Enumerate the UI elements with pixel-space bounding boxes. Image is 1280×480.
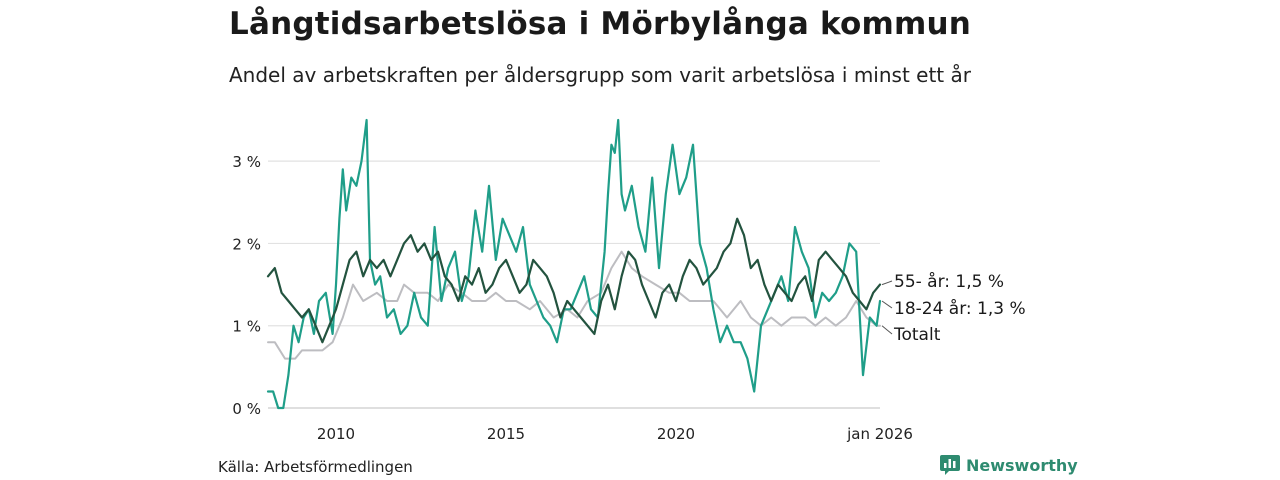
series-line-55-r: [266, 217, 882, 344]
series-line-totalt: [267, 250, 881, 360]
chart-title: Långtidsarbetslösa i Mörbylånga kommun: [229, 6, 971, 42]
grid-layer: 0 % 1 % 2 % 3 % 2010 2015 2020 jan 2026: [232, 153, 912, 443]
x-tick-label: 2020: [657, 425, 695, 443]
series-end-label: 18-24 år: 1,3 %: [894, 298, 1026, 319]
brand-logo: Newsworthy: [940, 455, 1078, 475]
line-chart: 0 % 1 % 2 % 3 % 2010 2015 2020 jan 2026 55- år:…: [232, 118, 1026, 443]
x-tick-label: jan 2026: [846, 425, 913, 443]
newsworthy-logo-icon: [940, 455, 960, 475]
brand-name: Newsworthy: [966, 455, 1078, 475]
series-end-label: 55- år: 1,5 %: [894, 271, 1004, 292]
y-tick-label: 3 %: [232, 153, 261, 171]
y-tick-label: 1 %: [232, 318, 261, 336]
chart-subtitle: Andel av arbetskraften per åldersgrupp s…: [229, 63, 971, 87]
series-label-leader: [881, 325, 893, 335]
series-label-leader: [881, 280, 893, 286]
x-tick-label: 2015: [487, 425, 525, 443]
series-label-leader: [881, 300, 893, 309]
series-end-label: Totalt: [893, 325, 941, 345]
y-tick-label: 0 %: [232, 400, 261, 418]
y-tick-label: 2 %: [232, 235, 261, 253]
label-layer: 55- år: 1,5 % 18-24 år: 1,3 % Totalt: [881, 271, 1026, 345]
source-note: Källa: Arbetsförmedlingen: [218, 458, 413, 476]
series-layer: [266, 118, 882, 410]
x-tick-label: 2010: [317, 425, 355, 443]
